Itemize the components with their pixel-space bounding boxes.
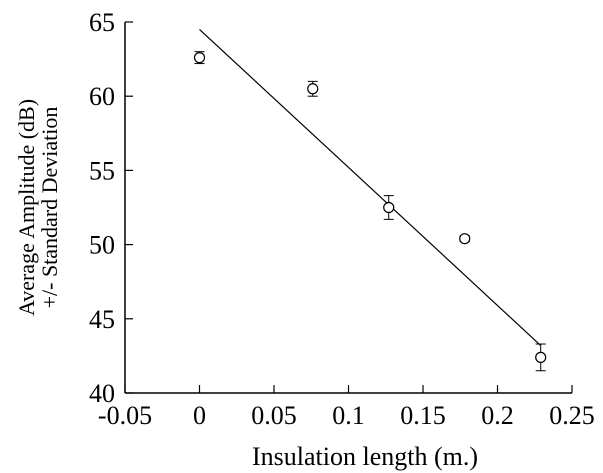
y-axis-title-line-1: Average Amplitude (dB) bbox=[14, 99, 39, 316]
y-tick-label: 65 bbox=[89, 8, 115, 37]
marker-open-circle bbox=[535, 351, 547, 363]
axes bbox=[124, 22, 572, 394]
y-tick-label: 40 bbox=[89, 379, 115, 408]
x-tick-label: 0.05 bbox=[251, 401, 297, 430]
y-axis-title-line-2: +/- Standard Deviation bbox=[37, 107, 62, 309]
marker-open-circle bbox=[307, 83, 319, 95]
marker-open-circle bbox=[383, 201, 395, 214]
y-tick-label: 60 bbox=[89, 82, 115, 111]
x-tick-label: 0.15 bbox=[400, 401, 446, 430]
x-tick-label: 0.25 bbox=[549, 401, 595, 430]
ticks: 40 45 50 55 60 65 -0.05 0 0.05 0.1 0.15 0.2 0.25 bbox=[89, 8, 595, 430]
y-tick-label: 45 bbox=[89, 305, 115, 334]
x-tick-label: 0 bbox=[193, 401, 206, 430]
data-point bbox=[383, 195, 395, 220]
data-point bbox=[307, 80, 319, 97]
marker-open-circle bbox=[193, 52, 206, 64]
x-tick-label: -0.05 bbox=[98, 401, 152, 430]
data-points bbox=[193, 51, 547, 372]
marker-open-circle bbox=[459, 233, 471, 245]
y-tick-label: 55 bbox=[89, 156, 115, 185]
data-point bbox=[459, 233, 471, 245]
y-tick-label: 50 bbox=[89, 231, 115, 260]
fit-line-layer bbox=[199, 28, 542, 346]
y-axis-title: Average Amplitude (dB) +/- Standard Devi… bbox=[14, 99, 62, 316]
data-point bbox=[535, 343, 547, 372]
x-tick-label: 0.1 bbox=[332, 401, 365, 430]
data-point bbox=[193, 51, 206, 65]
fit-line bbox=[199, 28, 542, 346]
x-axis-title: Insulation length (m.) bbox=[252, 442, 478, 471]
x-tick-label: 0.2 bbox=[481, 401, 514, 430]
